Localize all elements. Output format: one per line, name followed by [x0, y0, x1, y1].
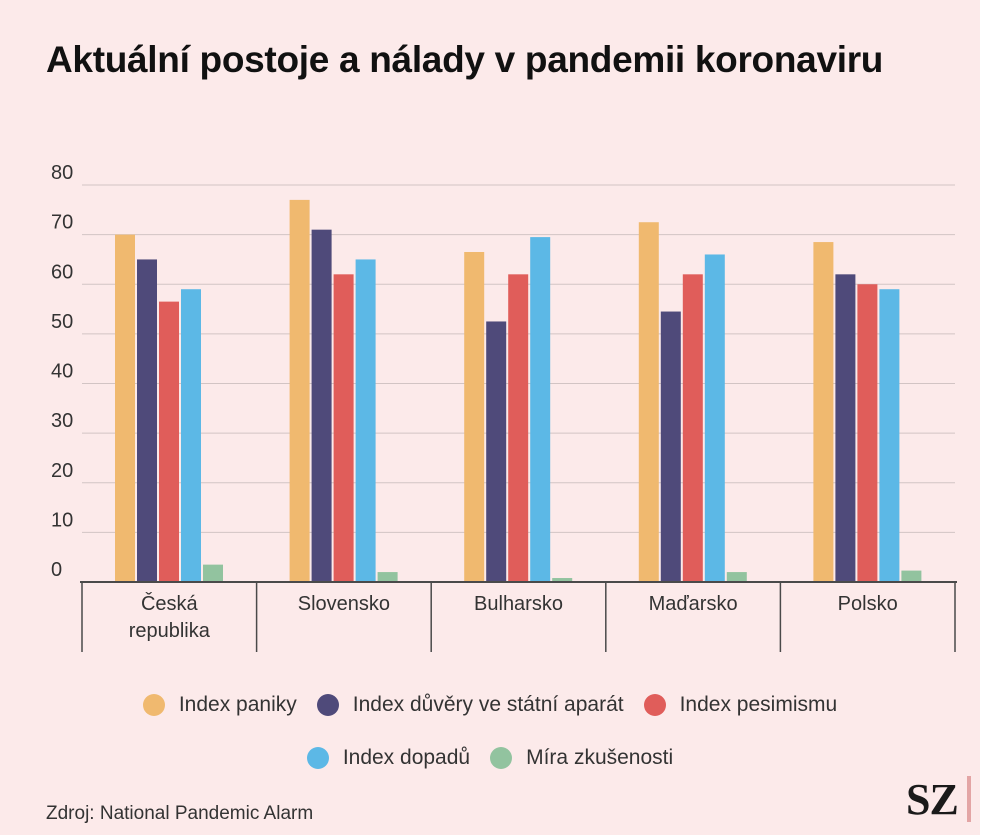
category-label-1-line-1: Česká — [141, 592, 199, 615]
chart-title: Aktuální postoje a nálady v pandemii kor… — [46, 39, 884, 80]
y-tick-label-40: 40 — [51, 361, 73, 383]
category-label-3: Bulharsko — [474, 593, 563, 615]
y-tick-label-0: 0 — [51, 559, 62, 581]
y-tick-label-30: 30 — [51, 410, 73, 432]
y-tick-label-50: 50 — [51, 311, 73, 333]
legend-item: Index pesimismu — [643, 693, 838, 717]
category-label-5: Polsko — [838, 593, 898, 615]
legend-label: Index důvěry ve státní aparát — [352, 693, 624, 716]
legend: Index paniky Index důvěry ve státní apará… — [0, 685, 980, 791]
legend-label: Index dopadů — [342, 746, 471, 769]
bar-2-2 — [311, 229, 332, 582]
bar-2-3 — [333, 274, 354, 582]
bar-4-4 — [704, 254, 725, 582]
legend-label: Index paniky — [178, 693, 297, 716]
bar-3-2 — [486, 321, 507, 582]
bar-3-3 — [508, 274, 529, 582]
category-label-2: Slovensko — [298, 593, 390, 615]
legend-swatch — [316, 694, 339, 716]
legend-item: Index důvěry ve státní aparát — [316, 693, 624, 717]
logo-accent-bar — [967, 776, 971, 822]
y-tick-label-10: 10 — [51, 509, 73, 531]
bar-chart: 0 10 20 30 40 50 60 70 80 Česká republika Slovensko… — [51, 162, 957, 652]
sz-logo: SZ — [906, 775, 959, 824]
bar-1-1 — [115, 234, 135, 582]
bar-5-1 — [813, 242, 834, 582]
bar-5-4 — [879, 289, 900, 582]
category-label-4: Maďarsko — [649, 593, 738, 615]
bar-4-2 — [660, 311, 681, 582]
bar-1-2 — [137, 259, 157, 582]
category-label-1-line-2: republika — [129, 620, 211, 642]
bar-3-5 — [552, 578, 573, 582]
bar-5-5 — [901, 570, 922, 582]
y-tick-label-70: 70 — [51, 212, 73, 234]
bar-5-2 — [835, 274, 856, 582]
bar-4-1 — [638, 222, 659, 582]
bar-5-3 — [857, 284, 878, 582]
bar-2-1 — [289, 199, 310, 582]
legend-swatch — [306, 747, 329, 769]
legend-item: Míra zkušenosti — [490, 746, 673, 770]
bar-2-4 — [355, 259, 376, 582]
y-tick-label-80: 80 — [51, 162, 73, 184]
legend-swatch — [643, 694, 666, 716]
y-tick-label-60: 60 — [51, 261, 73, 283]
bar-1-5 — [203, 564, 223, 582]
y-tick-label-20: 20 — [51, 460, 73, 482]
legend-label: Míra zkušenosti — [526, 746, 674, 769]
legend-label: Index pesimismu — [679, 693, 838, 716]
bar-1-4 — [181, 289, 201, 582]
bar-1-3 — [159, 301, 179, 582]
bar-3-1 — [464, 251, 485, 582]
legend-row: Index dopadů Míra zkušenosti — [0, 738, 980, 778]
bar-3-4 — [530, 237, 551, 582]
source-note: Zdroj: National Pandemic Alarm — [46, 803, 314, 824]
legend-row: Index paniky Index důvěry ve státní apará… — [0, 685, 980, 725]
bar-4-3 — [682, 274, 703, 582]
bar-4-5 — [726, 572, 747, 582]
legend-swatch — [490, 747, 513, 769]
bar-2-5 — [377, 572, 398, 582]
legend-item: Index paniky — [142, 693, 297, 717]
legend-swatch — [142, 694, 165, 716]
legend-item: Index dopadů — [306, 746, 471, 770]
